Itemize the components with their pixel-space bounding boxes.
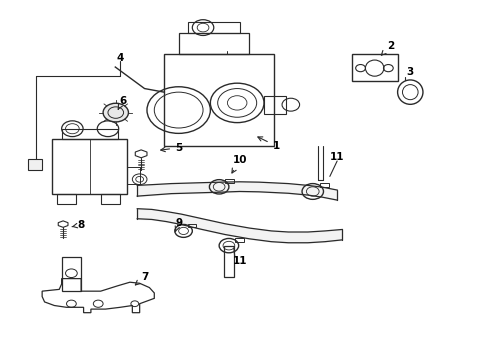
- Bar: [28, 159, 42, 170]
- Text: 5: 5: [161, 143, 182, 153]
- Bar: [188, 22, 239, 33]
- Text: 9: 9: [175, 218, 182, 231]
- Text: 8: 8: [72, 220, 84, 230]
- Text: 6: 6: [118, 96, 126, 109]
- Bar: [178, 33, 249, 54]
- Bar: [188, 224, 196, 227]
- Bar: [224, 179, 233, 183]
- Bar: [57, 194, 76, 204]
- Circle shape: [103, 103, 128, 122]
- Bar: [127, 167, 140, 184]
- Bar: [264, 96, 285, 114]
- Text: 11: 11: [232, 256, 246, 266]
- Text: 11: 11: [329, 152, 344, 162]
- Bar: [61, 129, 118, 139]
- Bar: [163, 54, 273, 146]
- Text: 4: 4: [116, 53, 123, 63]
- Text: 2: 2: [381, 41, 394, 55]
- Bar: [61, 257, 81, 291]
- Bar: [234, 238, 243, 242]
- Bar: [101, 194, 120, 204]
- Bar: [52, 139, 127, 194]
- Text: 3: 3: [406, 67, 413, 77]
- Bar: [319, 183, 329, 187]
- Text: 10: 10: [231, 155, 246, 173]
- Bar: [351, 54, 397, 81]
- Text: 1: 1: [257, 137, 279, 151]
- Bar: [224, 246, 233, 277]
- Text: 7: 7: [135, 272, 148, 285]
